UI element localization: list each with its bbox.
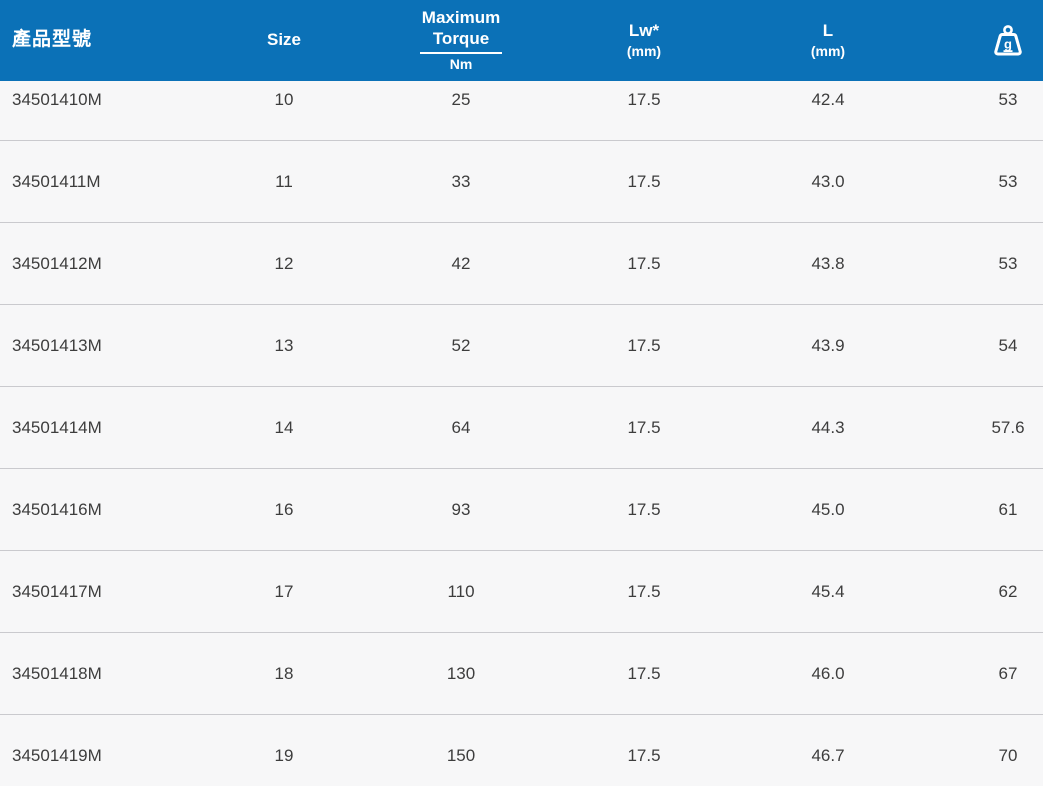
cell-lw: 17.5	[627, 417, 661, 437]
table-body: 34501410M 10 25 17.5 42.4 53 34501411M 1…	[0, 81, 1043, 786]
cell-size: 12	[274, 253, 294, 273]
cell-l: 46.0	[811, 663, 845, 683]
table-row: 34501412M 12 42 17.5 43.8 53	[0, 222, 1043, 304]
table-row: 34501411M 11 33 17.5 43.0 53	[0, 140, 1043, 222]
cell-l: 42.4	[811, 89, 845, 109]
svg-text:g: g	[1004, 36, 1012, 51]
cell-max-torque: 42	[451, 253, 471, 273]
cell-l: 43.8	[811, 253, 845, 273]
table-header-row: 產品型號 Size Maximum Torque Nm Lw* (mm) L (…	[0, 0, 1043, 81]
table-row: 34501417M 17 110 17.5 45.4 62	[0, 550, 1043, 632]
cell-lw: 17.5	[627, 581, 661, 601]
weight-gram-icon: g	[994, 24, 1022, 55]
cell-model-number: 34501413M	[12, 335, 102, 355]
cell-l: 44.3	[811, 417, 845, 437]
cell-weight: 54	[998, 335, 1018, 355]
cell-model-number: 34501417M	[12, 581, 102, 601]
cell-size: 14	[274, 417, 294, 437]
column-header-l-unit: (mm)	[810, 42, 846, 59]
cell-max-torque: 130	[446, 663, 476, 683]
cell-size: 19	[274, 745, 294, 765]
column-header-torque-unit: Nm	[449, 55, 473, 72]
cell-l: 43.9	[811, 335, 845, 355]
column-header-model: 產品型號	[0, 0, 196, 81]
table-row: 34501418M 18 130 17.5 46.0 67	[0, 632, 1043, 714]
cell-lw: 17.5	[627, 89, 661, 109]
cell-lw: 17.5	[627, 499, 661, 519]
cell-max-torque: 110	[447, 581, 475, 601]
cell-lw: 17.5	[627, 663, 661, 683]
cell-weight: 62	[998, 581, 1018, 601]
column-header-lw-label: Lw*	[628, 21, 660, 41]
column-header-torque-label: Maximum Torque	[419, 8, 503, 54]
cell-max-torque: 25	[451, 89, 471, 109]
table-body-rows: 34501410M 10 25 17.5 42.4 53 34501411M 1…	[0, 81, 1043, 786]
cell-weight: 61	[998, 499, 1018, 519]
cell-size: 18	[274, 663, 294, 683]
column-header-lw: Lw* (mm)	[550, 0, 738, 81]
cell-model-number: 34501418M	[12, 663, 102, 683]
cell-size: 17	[274, 581, 294, 601]
cell-max-torque: 93	[451, 499, 471, 519]
cell-model-number: 34501414M	[12, 417, 102, 437]
cell-max-torque: 33	[451, 171, 471, 191]
cell-model-number: 34501411M	[12, 171, 101, 191]
table-row: 34501413M 13 52 17.5 43.9 54	[0, 304, 1043, 386]
column-header-size: Size	[196, 0, 372, 81]
column-header-lw-unit: (mm)	[626, 42, 662, 59]
cell-max-torque: 64	[451, 417, 471, 437]
table-row: 34501416M 16 93 17.5 45.0 61	[0, 468, 1043, 550]
cell-size: 16	[274, 499, 294, 519]
cell-weight: 57.6	[991, 417, 1025, 437]
cell-size: 10	[274, 89, 294, 109]
cell-model-number: 34501419M	[12, 745, 102, 765]
cell-weight: 70	[998, 745, 1018, 765]
cell-weight: 53	[998, 171, 1018, 191]
cell-l: 45.0	[811, 499, 845, 519]
cell-weight: 67	[998, 663, 1018, 683]
column-header-weight: g	[918, 0, 1043, 81]
column-header-size-label: Size	[266, 30, 302, 50]
table-row: 34501414M 14 64 17.5 44.3 57.6	[0, 386, 1043, 468]
cell-model-number: 34501416M	[12, 499, 102, 519]
cell-weight: 53	[998, 253, 1018, 273]
table-row: 34501410M 10 25 17.5 42.4 53	[0, 81, 1043, 140]
cell-lw: 17.5	[627, 745, 661, 765]
cell-l: 46.7	[811, 745, 845, 765]
cell-l: 45.4	[811, 581, 845, 601]
column-header-torque: Maximum Torque Nm	[372, 0, 550, 81]
column-header-l: L (mm)	[738, 0, 918, 81]
cell-weight: 53	[998, 89, 1018, 109]
cell-size: 13	[274, 335, 294, 355]
cell-model-number: 34501410M	[12, 89, 102, 109]
cell-lw: 17.5	[627, 253, 661, 273]
cell-max-torque: 52	[451, 335, 471, 355]
cell-model-number: 34501412M	[12, 253, 102, 273]
cell-l: 43.0	[811, 171, 845, 191]
cell-lw: 17.5	[627, 171, 661, 191]
cell-size: 11	[275, 171, 293, 191]
column-header-l-label: L	[822, 21, 834, 41]
cell-max-torque: 150	[446, 745, 476, 765]
column-header-model-label: 產品型號	[12, 29, 93, 51]
cell-lw: 17.5	[627, 335, 661, 355]
table-row: 34501419M 19 150 17.5 46.7 70	[0, 714, 1043, 786]
